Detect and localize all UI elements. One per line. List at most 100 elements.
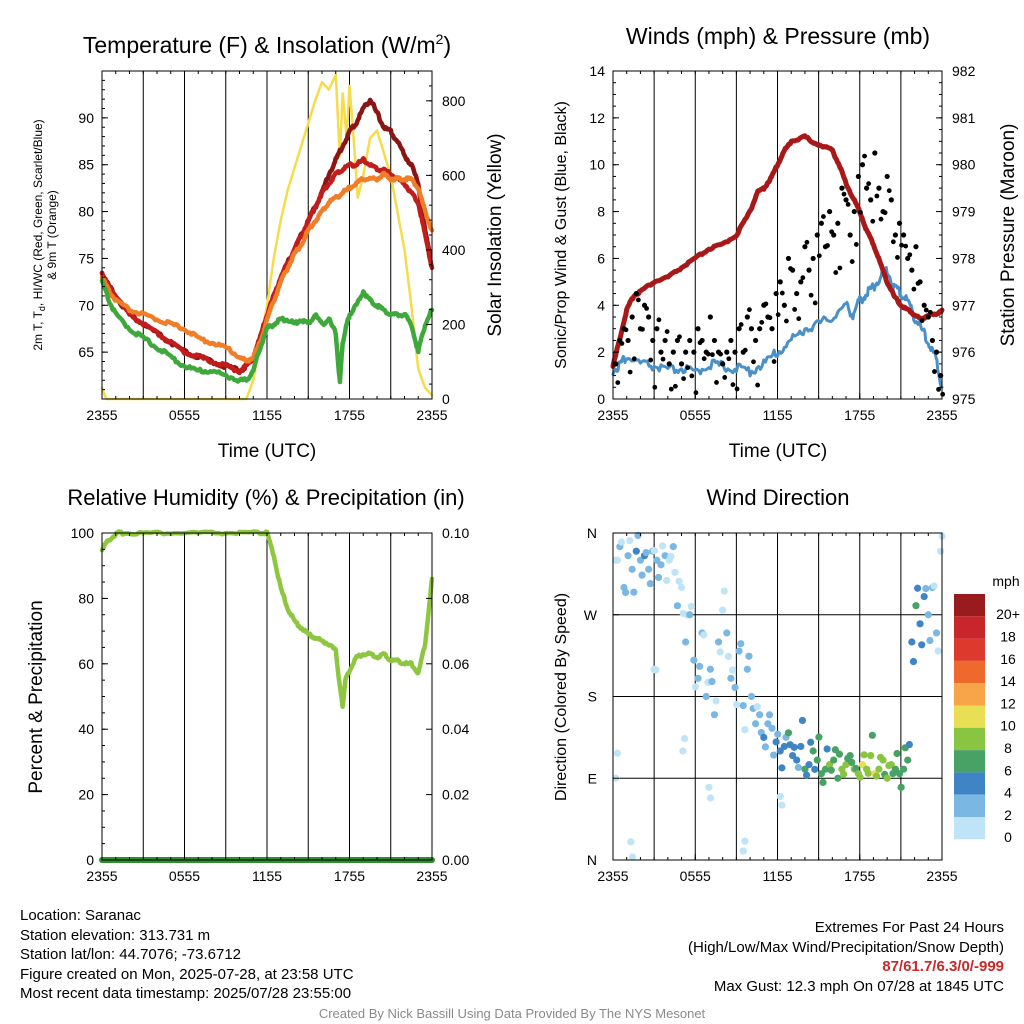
y-tick-label-right: 976 bbox=[952, 344, 976, 360]
direction-point bbox=[811, 765, 819, 773]
direction-point bbox=[627, 838, 635, 846]
gust-point bbox=[785, 255, 792, 262]
direction-point bbox=[720, 587, 728, 595]
direction-point bbox=[790, 743, 798, 751]
y-tick-label-left: 20 bbox=[78, 787, 94, 803]
direction-point bbox=[743, 665, 751, 673]
colorbar-swatch bbox=[954, 594, 985, 617]
extremes-values: 87/61.7/6.3/0/-999 bbox=[882, 958, 1004, 975]
direction-point bbox=[778, 801, 786, 809]
y-tick-label-left: 10 bbox=[589, 157, 605, 173]
direction-point bbox=[708, 677, 716, 686]
gust-point bbox=[751, 359, 756, 365]
y-tick-label-left: 0 bbox=[86, 852, 94, 868]
gust-point bbox=[923, 307, 929, 313]
colorbar-label: 4 bbox=[1004, 785, 1012, 801]
direction-point bbox=[802, 771, 811, 779]
direction-point bbox=[772, 738, 780, 746]
direction-point bbox=[897, 783, 905, 791]
gust-point bbox=[707, 314, 713, 320]
gust-point bbox=[631, 356, 637, 362]
gust-point bbox=[709, 352, 715, 358]
direction-point bbox=[868, 731, 876, 739]
direction-point bbox=[690, 656, 698, 664]
y-tick-label-right: 0.04 bbox=[442, 721, 469, 737]
extremes-info: Extremes For Past 24 Hours (High/Low/Max… bbox=[688, 918, 1004, 996]
gust-point bbox=[658, 349, 664, 355]
gust-point bbox=[866, 181, 872, 187]
gust-point bbox=[744, 314, 750, 320]
gust-point bbox=[892, 232, 898, 238]
gust-point bbox=[882, 210, 888, 216]
gust-point bbox=[705, 351, 711, 357]
gust-point bbox=[635, 297, 641, 303]
y-tick-label-left: 8 bbox=[597, 204, 605, 220]
gust-point bbox=[687, 337, 693, 344]
direction-point bbox=[622, 588, 630, 597]
dewpoint-line bbox=[99, 278, 435, 385]
colorbar-swatch bbox=[954, 638, 985, 661]
gust-point bbox=[695, 326, 701, 332]
colorbar-label: 14 bbox=[1000, 673, 1016, 689]
direction-point bbox=[842, 761, 850, 769]
y-tick-label-left: 2 bbox=[597, 344, 605, 360]
x-tick-label: 2355 bbox=[926, 407, 957, 423]
gust-point bbox=[853, 242, 859, 247]
direction-tick-label: N bbox=[587, 525, 597, 541]
gust-point bbox=[738, 322, 744, 327]
direction-point bbox=[900, 765, 908, 773]
direction-point bbox=[834, 774, 842, 782]
direction-point bbox=[654, 573, 663, 582]
gust-point bbox=[847, 232, 853, 238]
direction-point bbox=[805, 761, 813, 769]
y-tick-label-left: 4 bbox=[597, 297, 605, 313]
direction-point bbox=[848, 758, 856, 767]
direction-point bbox=[864, 769, 872, 777]
direction-point bbox=[739, 701, 747, 710]
gust-point bbox=[689, 373, 695, 379]
direction-point bbox=[686, 611, 694, 619]
gust-point bbox=[646, 314, 652, 320]
y-tick-label-right: 0.06 bbox=[442, 656, 469, 672]
y-tick-label-left: 65 bbox=[78, 344, 94, 360]
direction-point bbox=[930, 582, 938, 590]
direction-point bbox=[846, 751, 854, 760]
gust-point bbox=[919, 318, 925, 323]
gust-point bbox=[664, 329, 670, 334]
gust-point bbox=[808, 292, 814, 298]
gust-point bbox=[895, 255, 900, 260]
created-text: Figure created on Mon, 2025-07-28, at 23… bbox=[20, 965, 354, 983]
gust-point bbox=[864, 185, 870, 191]
gust-point bbox=[654, 326, 660, 332]
winds-x-axis-label: Time (UTC) bbox=[729, 441, 828, 462]
extremes-subtitle: (High/Low/Max Wind/Precipitation/Snow De… bbox=[688, 938, 1004, 956]
direction-point bbox=[756, 711, 764, 719]
gust-point bbox=[726, 356, 732, 362]
direction-point bbox=[677, 583, 686, 592]
x-tick-label: 1155 bbox=[252, 868, 282, 884]
gust-point bbox=[932, 369, 937, 374]
direction-point bbox=[632, 547, 640, 555]
station-info: Location: Saranac Station elevation: 313… bbox=[20, 906, 354, 1004]
gust-point bbox=[674, 337, 681, 344]
direction-point bbox=[696, 662, 704, 670]
gust-point bbox=[905, 255, 911, 262]
gust-point bbox=[734, 386, 740, 392]
direction-point bbox=[714, 638, 723, 646]
x-tick-label: 1755 bbox=[334, 407, 365, 423]
direction-point bbox=[679, 747, 687, 755]
direction-point bbox=[702, 692, 710, 701]
temperature-left-axis-label-line2: & 9m T (Orange) bbox=[45, 190, 59, 280]
gust-point bbox=[814, 232, 820, 238]
direction-point bbox=[710, 711, 719, 719]
wind-direction-panel: Wind Direction 2355 0555 1155 1755 2355NESWN… bbox=[553, 485, 1020, 884]
y-tick-label-right: 200 bbox=[442, 316, 466, 332]
gust-point bbox=[841, 191, 847, 197]
gust-point bbox=[773, 290, 779, 297]
direction-point bbox=[630, 588, 638, 596]
gust-point bbox=[888, 197, 894, 203]
y-tick-label-left: 12 bbox=[589, 110, 605, 126]
direction-point bbox=[875, 765, 883, 773]
gust-point bbox=[732, 349, 738, 355]
